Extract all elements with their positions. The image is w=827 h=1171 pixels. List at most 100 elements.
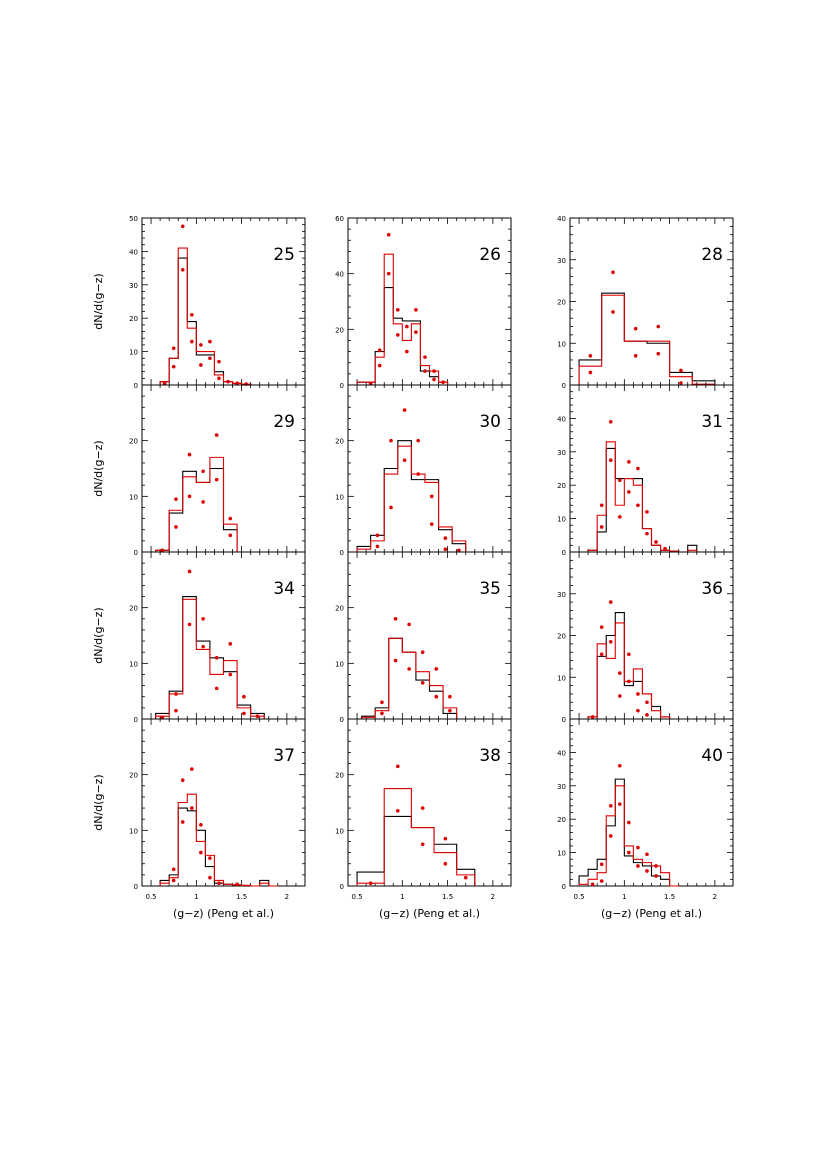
red-point bbox=[443, 861, 448, 866]
red-point bbox=[214, 655, 219, 660]
y-tick-label: 40 bbox=[335, 271, 344, 279]
red-point bbox=[389, 505, 393, 510]
red-point bbox=[228, 672, 233, 677]
y-tick-label: 0 bbox=[134, 883, 138, 891]
red-point bbox=[190, 313, 194, 317]
red-point bbox=[160, 548, 165, 553]
red-point bbox=[654, 540, 658, 544]
panel-30: 0 10 20 30 bbox=[335, 384, 512, 557]
x-axis-label: (g−z) (Peng et al.) bbox=[601, 907, 702, 920]
red-point bbox=[228, 642, 233, 646]
red-point bbox=[608, 834, 613, 838]
y-tick-label: 10 bbox=[557, 340, 566, 348]
red-point bbox=[217, 881, 221, 886]
panel-number: 36 bbox=[701, 579, 723, 599]
y-tick-label: 0 bbox=[134, 549, 138, 557]
red-point bbox=[599, 652, 604, 657]
red-point bbox=[377, 348, 382, 353]
y-tick-label: 20 bbox=[557, 816, 566, 824]
red-point bbox=[386, 271, 391, 276]
red-point bbox=[645, 852, 649, 857]
red-point bbox=[214, 686, 219, 691]
y-tick-label: 0 bbox=[562, 716, 566, 724]
red-histogram bbox=[159, 793, 278, 887]
red-point bbox=[645, 531, 649, 536]
red-point bbox=[407, 622, 411, 627]
red-point bbox=[636, 503, 640, 508]
y-tick-label: 10 bbox=[557, 850, 566, 858]
panel-26: 0 20 40 60 26 bbox=[335, 215, 512, 390]
red-point bbox=[636, 708, 640, 713]
red-point bbox=[228, 533, 233, 538]
red-point bbox=[618, 694, 622, 698]
red-point bbox=[217, 376, 221, 381]
red-point bbox=[393, 658, 398, 663]
red-point bbox=[590, 882, 595, 887]
red-point bbox=[208, 339, 212, 344]
black-histogram bbox=[578, 292, 716, 385]
red-point bbox=[618, 671, 622, 675]
y-tick-label: 20 bbox=[335, 772, 344, 780]
red-point bbox=[199, 363, 203, 367]
red-point bbox=[590, 715, 595, 719]
red-point bbox=[420, 842, 425, 847]
red-point bbox=[633, 326, 638, 331]
red-point bbox=[242, 694, 246, 699]
y-tick-label: 30 bbox=[129, 282, 138, 290]
y-tick-label: 20 bbox=[557, 482, 566, 490]
red-point bbox=[226, 379, 230, 384]
red-point bbox=[588, 353, 593, 358]
red-histogram bbox=[587, 622, 679, 720]
panel-38: 0 10 20 38 0.5 1 1.5 2 (g−z) (Peng et al.) bbox=[335, 718, 512, 920]
y-tick-label: 10 bbox=[129, 493, 138, 501]
red-histogram bbox=[356, 445, 467, 552]
panel-36: 0 10 20 30 36 bbox=[557, 551, 734, 724]
red-point bbox=[457, 548, 461, 553]
x-tick-label: 2 bbox=[285, 893, 289, 901]
red-point bbox=[396, 333, 400, 337]
red-point bbox=[414, 308, 418, 312]
panel-number: 38 bbox=[479, 746, 501, 766]
red-point bbox=[611, 310, 615, 314]
red-point bbox=[228, 516, 233, 521]
red-point bbox=[618, 802, 622, 806]
y-tick-label: 20 bbox=[335, 605, 344, 613]
red-point bbox=[242, 711, 246, 716]
red-point bbox=[199, 822, 203, 827]
red-point bbox=[645, 713, 649, 717]
y-tick-label: 20 bbox=[557, 633, 566, 641]
red-point bbox=[423, 355, 427, 359]
red-point bbox=[174, 525, 178, 529]
red-point bbox=[618, 478, 622, 482]
red-point bbox=[627, 652, 631, 657]
red-point bbox=[599, 503, 604, 508]
y-axis-label: dN/d(g−z) bbox=[92, 273, 105, 329]
red-point bbox=[588, 370, 593, 375]
x-tick-label: 1.5 bbox=[236, 893, 247, 901]
panel-number: 37 bbox=[273, 746, 295, 766]
red-histogram bbox=[155, 598, 265, 719]
red-point bbox=[599, 625, 604, 629]
red-point bbox=[611, 270, 615, 275]
red-point bbox=[396, 308, 400, 312]
red-point bbox=[654, 874, 658, 878]
red-point bbox=[217, 359, 221, 364]
red-point bbox=[201, 500, 205, 504]
red-point bbox=[434, 667, 439, 671]
red-point bbox=[443, 536, 448, 540]
red-point bbox=[377, 363, 382, 368]
red-point bbox=[235, 882, 239, 887]
panel-28: 0 10 20 30 40 28 bbox=[557, 215, 734, 390]
black-histogram bbox=[578, 778, 679, 887]
red-point bbox=[368, 881, 373, 886]
x-tick-label: 1 bbox=[194, 893, 198, 901]
red-point bbox=[187, 452, 192, 457]
red-point bbox=[201, 469, 205, 474]
red-point bbox=[201, 644, 205, 649]
red-point bbox=[599, 879, 604, 883]
red-point bbox=[608, 458, 613, 462]
y-tick-label: 20 bbox=[335, 438, 344, 446]
x-tick-label: 2 bbox=[491, 893, 495, 901]
x-tick-label: 0.5 bbox=[351, 893, 362, 901]
panel-31: 0 10 20 30 40 31 bbox=[557, 384, 734, 557]
